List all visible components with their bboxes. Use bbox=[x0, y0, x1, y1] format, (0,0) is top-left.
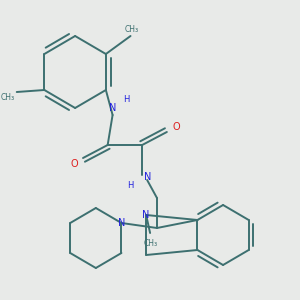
Text: N: N bbox=[109, 103, 116, 113]
Text: H: H bbox=[127, 181, 134, 190]
Text: CH₃: CH₃ bbox=[1, 92, 15, 101]
Text: CH₃: CH₃ bbox=[124, 25, 139, 34]
Text: H: H bbox=[123, 95, 130, 104]
Text: O: O bbox=[70, 159, 78, 169]
Text: N: N bbox=[118, 218, 125, 228]
Text: CH₃: CH₃ bbox=[144, 238, 158, 247]
Text: N: N bbox=[144, 172, 152, 182]
Text: N: N bbox=[142, 210, 150, 220]
Text: O: O bbox=[173, 122, 181, 132]
